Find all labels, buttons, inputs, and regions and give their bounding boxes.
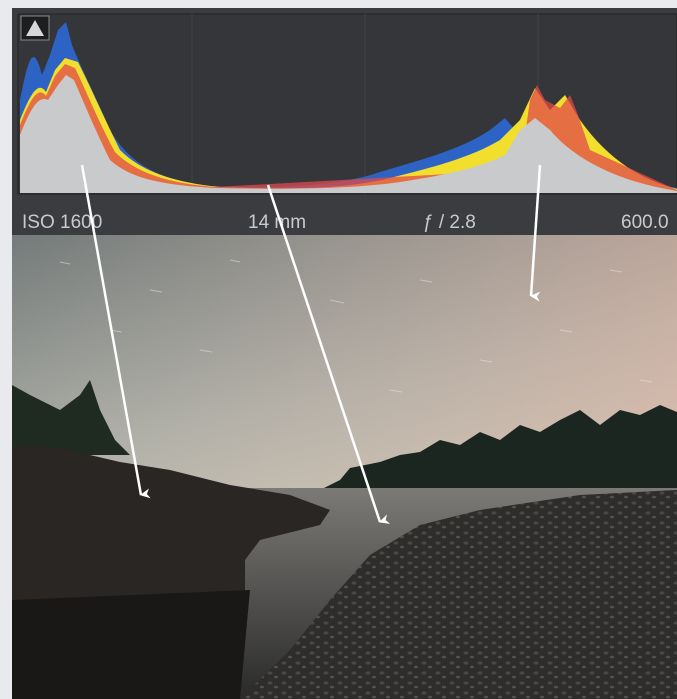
aperture: ƒ / 2.8 — [423, 212, 476, 233]
rock-shadow — [12, 590, 250, 699]
iso: ISO 1600 — [22, 212, 102, 233]
treeline — [310, 405, 677, 500]
clipping-indicator-icon — [26, 20, 44, 36]
photo — [12, 235, 677, 699]
arrow — [266, 184, 391, 524]
pebble-beach — [240, 490, 677, 699]
left-trees — [12, 380, 130, 455]
arrow — [80, 164, 151, 499]
arrow — [529, 164, 542, 302]
annotation-arrows — [80, 164, 542, 524]
focal-length: 14 mm — [248, 212, 306, 233]
histogram-luminance — [20, 75, 677, 193]
star-trails — [59, 259, 653, 393]
shutter-speed: 600.0 — [621, 212, 669, 233]
